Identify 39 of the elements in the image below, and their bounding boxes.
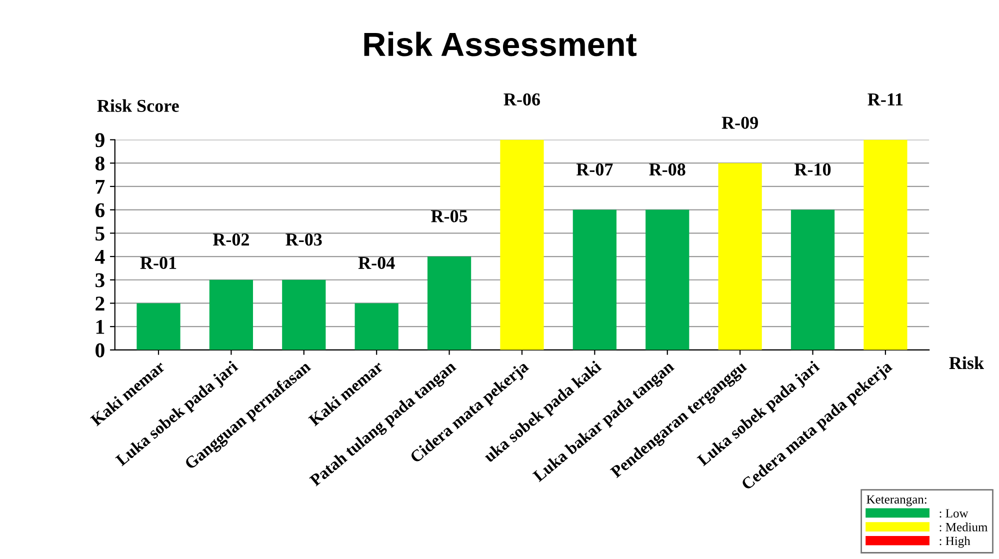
bar: [500, 140, 544, 350]
bar: [136, 303, 180, 350]
bar: [354, 303, 398, 350]
data-label: R-09: [722, 116, 758, 129]
data-label: R-05: [431, 210, 468, 222]
legend-title: Keterangan:: [866, 495, 926, 506]
x-axis-title: Risk: [949, 356, 984, 370]
bar: [282, 280, 326, 350]
y-tick-label: 8: [95, 156, 104, 171]
y-tick-label: 5: [96, 226, 104, 241]
y-tick-label: 6: [95, 203, 105, 218]
data-label: R-06: [504, 93, 540, 106]
y-axis-title: Risk Score: [97, 99, 179, 112]
legend-label: : High: [940, 536, 970, 548]
bar: [646, 210, 690, 350]
bar: [209, 280, 254, 350]
data-label: R-07: [576, 163, 613, 176]
bar: [572, 210, 616, 350]
data-label: R-11: [868, 93, 903, 106]
chart-title: Risk Assessment: [364, 32, 637, 56]
bar: [427, 256, 472, 350]
y-tick-label: 9: [95, 133, 104, 148]
legend-label: : Low: [940, 509, 968, 518]
bar: [790, 210, 835, 350]
y-tick-label: 3: [96, 273, 104, 288]
y-tick-label: 2: [96, 296, 104, 310]
data-label: R-01: [140, 256, 176, 270]
legend-label: : Medium: [940, 522, 988, 532]
data-label: R-08: [649, 163, 686, 176]
y-tick-label: 1: [96, 320, 104, 334]
bar: [864, 140, 908, 350]
data-label: R-03: [286, 233, 322, 246]
bar: [718, 163, 762, 350]
data-label: R-10: [794, 163, 831, 176]
y-tick-label: 0: [96, 343, 104, 358]
data-label: R-04: [358, 256, 395, 270]
y-tick-label: 7: [96, 180, 105, 194]
data-label: R-02: [212, 233, 249, 246]
y-tick-label: 4: [95, 250, 105, 264]
